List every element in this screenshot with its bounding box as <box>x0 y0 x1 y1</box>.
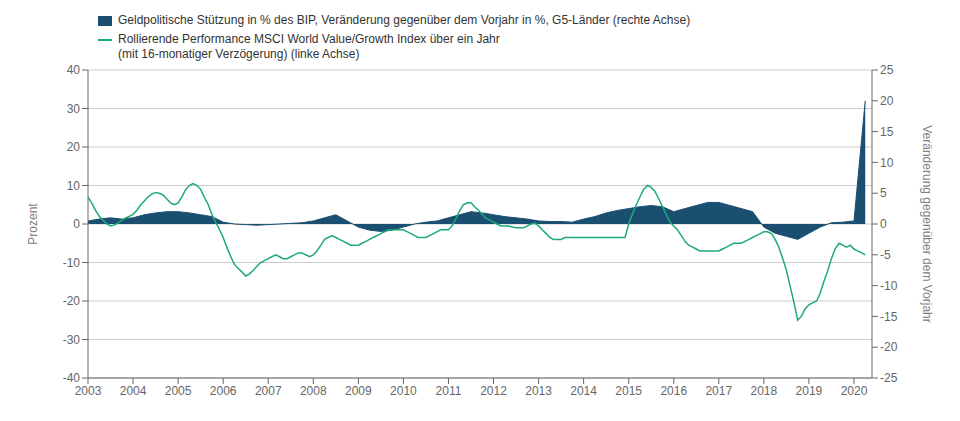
svg-text:2007: 2007 <box>255 384 282 398</box>
svg-text:2006: 2006 <box>210 384 237 398</box>
svg-text:-20: -20 <box>63 294 81 308</box>
svg-text:-30: -30 <box>63 333 81 347</box>
svg-text:10: 10 <box>67 179 81 193</box>
svg-text:-5: -5 <box>880 248 891 262</box>
svg-text:Prozent: Prozent <box>26 203 40 245</box>
svg-text:0: 0 <box>73 217 80 231</box>
svg-text:-15: -15 <box>880 310 898 324</box>
svg-text:Veränderung gegenüber dem Vorj: Veränderung gegenüber dem Vorjahr <box>920 125 934 322</box>
svg-text:-10: -10 <box>880 279 898 293</box>
svg-text:40: 40 <box>67 63 81 77</box>
svg-text:2016: 2016 <box>660 384 687 398</box>
svg-text:2018: 2018 <box>751 384 778 398</box>
html-text:Geldpolitische Stützung in % d: Geldpolitische Stützung in % des BIP, Ve… <box>118 13 691 27</box>
svg-text:2014: 2014 <box>570 384 597 398</box>
svg-text:20: 20 <box>880 94 894 108</box>
svg-text:2013: 2013 <box>525 384 552 398</box>
svg-text:2017: 2017 <box>705 384 732 398</box>
svg-text:-10: -10 <box>63 256 81 270</box>
svg-text:30: 30 <box>67 102 81 116</box>
svg-text:20: 20 <box>67 140 81 154</box>
svg-text:10: 10 <box>880 156 894 170</box>
svg-text:15: 15 <box>880 125 894 139</box>
svg-text:2003: 2003 <box>75 384 102 398</box>
svg-text:2004: 2004 <box>120 384 147 398</box>
svg-text:2020: 2020 <box>841 384 868 398</box>
svg-text:-20: -20 <box>880 340 898 354</box>
svg-text:2012: 2012 <box>480 384 507 398</box>
html-text:Rollierende Performance MSCI W: Rollierende Performance MSCI World Value… <box>118 32 500 61</box>
svg-text:-25: -25 <box>880 371 898 385</box>
svg-text:2008: 2008 <box>300 384 327 398</box>
svg-text:25: 25 <box>880 63 894 77</box>
svg-text:2009: 2009 <box>345 384 372 398</box>
svg-text:5: 5 <box>880 186 887 200</box>
svg-text:2010: 2010 <box>390 384 417 398</box>
svg-text:2005: 2005 <box>165 384 192 398</box>
svg-text:2019: 2019 <box>796 384 823 398</box>
svg-text:2011: 2011 <box>436 384 462 398</box>
svg-text:-40: -40 <box>63 371 81 385</box>
svg-text:2015: 2015 <box>615 384 642 398</box>
svg-text:0: 0 <box>880 217 887 231</box>
